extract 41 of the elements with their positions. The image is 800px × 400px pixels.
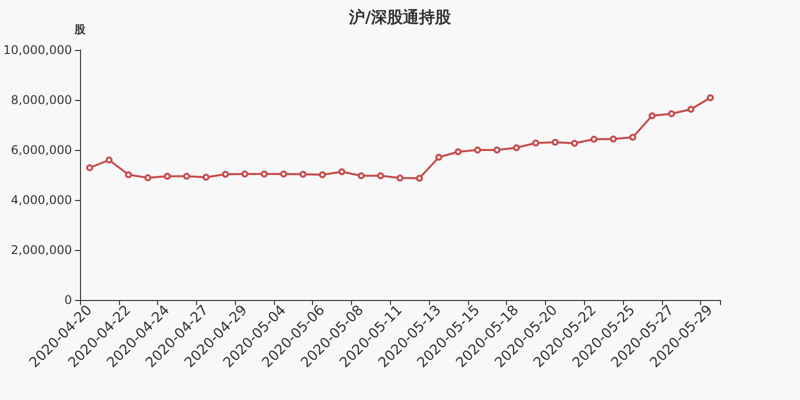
point <box>358 172 365 180</box>
point <box>280 170 288 178</box>
point <box>202 174 210 181</box>
y-tick-label: 10,000,000 <box>3 43 72 57</box>
point <box>183 172 190 180</box>
y-tick-label: 2,000,000 <box>10 243 72 257</box>
point <box>222 170 229 178</box>
point <box>706 94 714 102</box>
point <box>241 170 248 178</box>
chart-title: 沪/深股通持股 <box>348 8 452 26</box>
point <box>687 106 694 113</box>
point <box>454 148 462 156</box>
y-tick-label: 6,000,000 <box>10 143 72 157</box>
point <box>648 112 656 120</box>
y-tick-label: 8,000,000 <box>10 93 72 107</box>
point <box>338 168 346 176</box>
point <box>668 110 676 118</box>
point <box>396 174 404 182</box>
point <box>318 171 326 178</box>
point <box>144 174 152 182</box>
point <box>164 172 171 180</box>
point <box>377 172 384 180</box>
point <box>86 164 94 172</box>
point <box>416 174 423 182</box>
y-axis-title: 股 <box>74 23 86 36</box>
point <box>474 146 482 154</box>
point <box>260 170 268 178</box>
point <box>300 170 307 178</box>
point <box>571 140 578 147</box>
point <box>532 140 540 146</box>
point <box>124 171 132 178</box>
y-tick-label: 0 <box>64 293 72 307</box>
point <box>512 144 520 152</box>
y-tick-label: 4,000,000 <box>10 193 72 207</box>
point <box>610 136 617 142</box>
point <box>493 146 500 154</box>
point <box>435 154 442 161</box>
point <box>552 138 559 146</box>
point <box>590 136 598 143</box>
point <box>629 134 636 141</box>
point <box>106 156 113 164</box>
